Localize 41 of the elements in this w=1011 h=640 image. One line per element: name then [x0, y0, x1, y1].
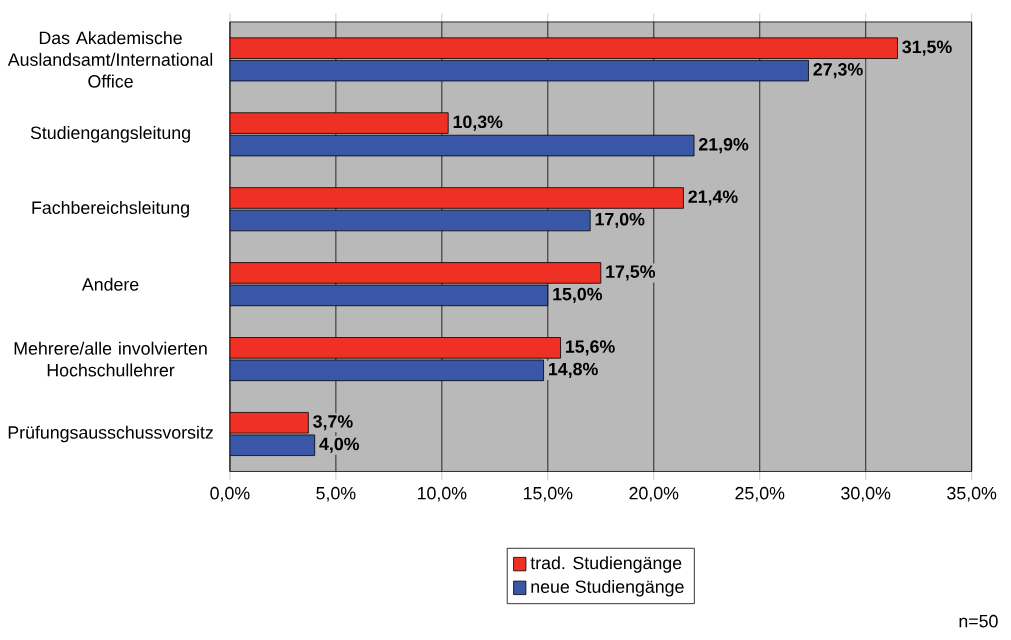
bar	[229, 337, 561, 359]
bar	[229, 187, 684, 209]
bar	[229, 209, 591, 232]
x-tick-label: 35,0%	[947, 486, 997, 502]
bar	[229, 37, 898, 59]
bar	[229, 59, 809, 82]
x-tick-label: 20,0%	[629, 486, 679, 502]
data-label: 21,9%	[699, 137, 749, 154]
data-label: 27,3%	[813, 63, 863, 79]
data-label: 17,5%	[606, 265, 656, 281]
data-label: 31,5%	[902, 40, 952, 56]
y-tick-label: Fachbereichsleitung	[32, 200, 189, 218]
x-tick-label: 10,0%	[418, 486, 467, 502]
legend-label: neue Studiengänge	[531, 579, 684, 597]
data-label: 15,6%	[565, 340, 615, 356]
y-tick-label: Prüfungsausschussvorsitz	[8, 425, 213, 443]
y-tick-label: Studiengangsleitung	[30, 126, 190, 143]
text: n=50	[959, 614, 998, 628]
legend-label: trad. Studiengänge	[530, 556, 682, 573]
bar	[229, 284, 549, 307]
y-tick-label: Mehrere/alle involvierten Hochschullehrer	[14, 341, 207, 377]
data-label: 10,3%	[453, 115, 503, 131]
y-tick-label: Das Akademische Auslandsamt/International Office	[7, 31, 213, 88]
data-label: 21,4%	[688, 190, 738, 206]
x-tick-label: 25,0%	[735, 486, 785, 502]
bar	[229, 134, 695, 157]
data-label: 17,0%	[595, 212, 645, 229]
x-tick-label: 0,0%	[210, 486, 250, 502]
bar	[229, 112, 449, 134]
x-tick-label: 15,0%	[523, 486, 573, 502]
bar	[229, 412, 309, 434]
bar	[229, 262, 602, 284]
x-tick-label: 5,0%	[316, 486, 356, 502]
data-label: 15,0%	[553, 287, 603, 303]
data-label: 14,8%	[549, 362, 598, 378]
y-tick-label: Andere	[81, 277, 139, 291]
bar	[229, 359, 544, 382]
x-tick-label: 30,0%	[841, 486, 891, 502]
data-label: 4,0%	[319, 437, 360, 453]
data-label: 3,7%	[313, 415, 353, 431]
bar	[229, 434, 316, 456]
